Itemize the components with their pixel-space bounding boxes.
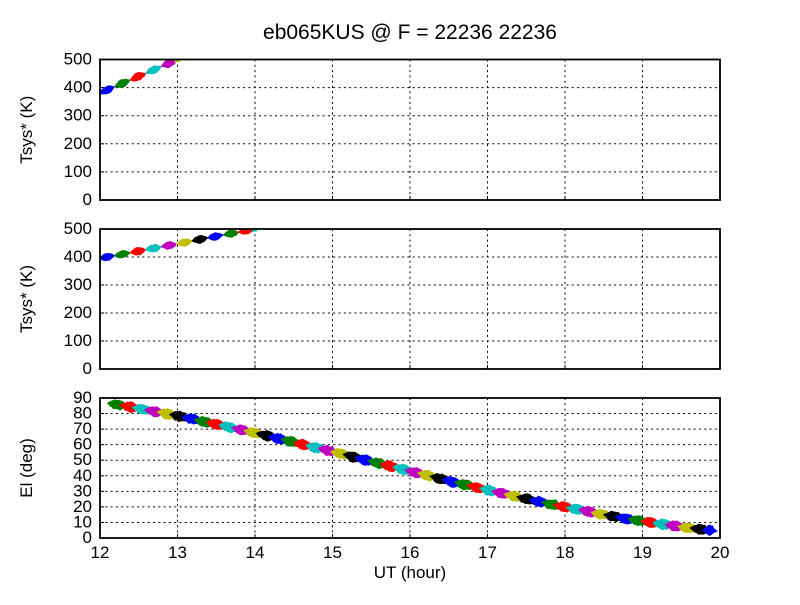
svg-text:13: 13 xyxy=(168,543,187,562)
svg-text:500: 500 xyxy=(64,50,92,69)
svg-text:UT (hour): UT (hour) xyxy=(374,563,446,582)
svg-text:El (deg): El (deg) xyxy=(17,438,36,498)
svg-text:0: 0 xyxy=(83,359,92,378)
svg-text:17: 17 xyxy=(478,543,497,562)
svg-text:16: 16 xyxy=(401,543,420,562)
svg-text:eb065KUS @ F = 22236 22236: eb065KUS @ F = 22236 22236 xyxy=(263,21,557,44)
svg-text:0: 0 xyxy=(83,190,92,209)
svg-text:100: 100 xyxy=(64,331,92,350)
svg-text:400: 400 xyxy=(64,78,92,97)
svg-text:500: 500 xyxy=(64,219,92,238)
svg-text:Tsys* (K): Tsys* (K) xyxy=(17,265,36,333)
svg-text:100: 100 xyxy=(64,162,92,181)
svg-text:18: 18 xyxy=(556,543,575,562)
svg-text:300: 300 xyxy=(64,106,92,125)
svg-text:15: 15 xyxy=(323,543,342,562)
svg-text:Tsys* (K): Tsys* (K) xyxy=(17,96,36,164)
svg-text:90: 90 xyxy=(73,388,92,407)
svg-text:300: 300 xyxy=(64,275,92,294)
svg-text:19: 19 xyxy=(633,543,652,562)
svg-text:14: 14 xyxy=(246,543,265,562)
svg-text:12: 12 xyxy=(91,543,110,562)
svg-text:200: 200 xyxy=(64,134,92,153)
svg-text:400: 400 xyxy=(64,247,92,266)
svg-text:200: 200 xyxy=(64,303,92,322)
svg-text:20: 20 xyxy=(711,543,730,562)
